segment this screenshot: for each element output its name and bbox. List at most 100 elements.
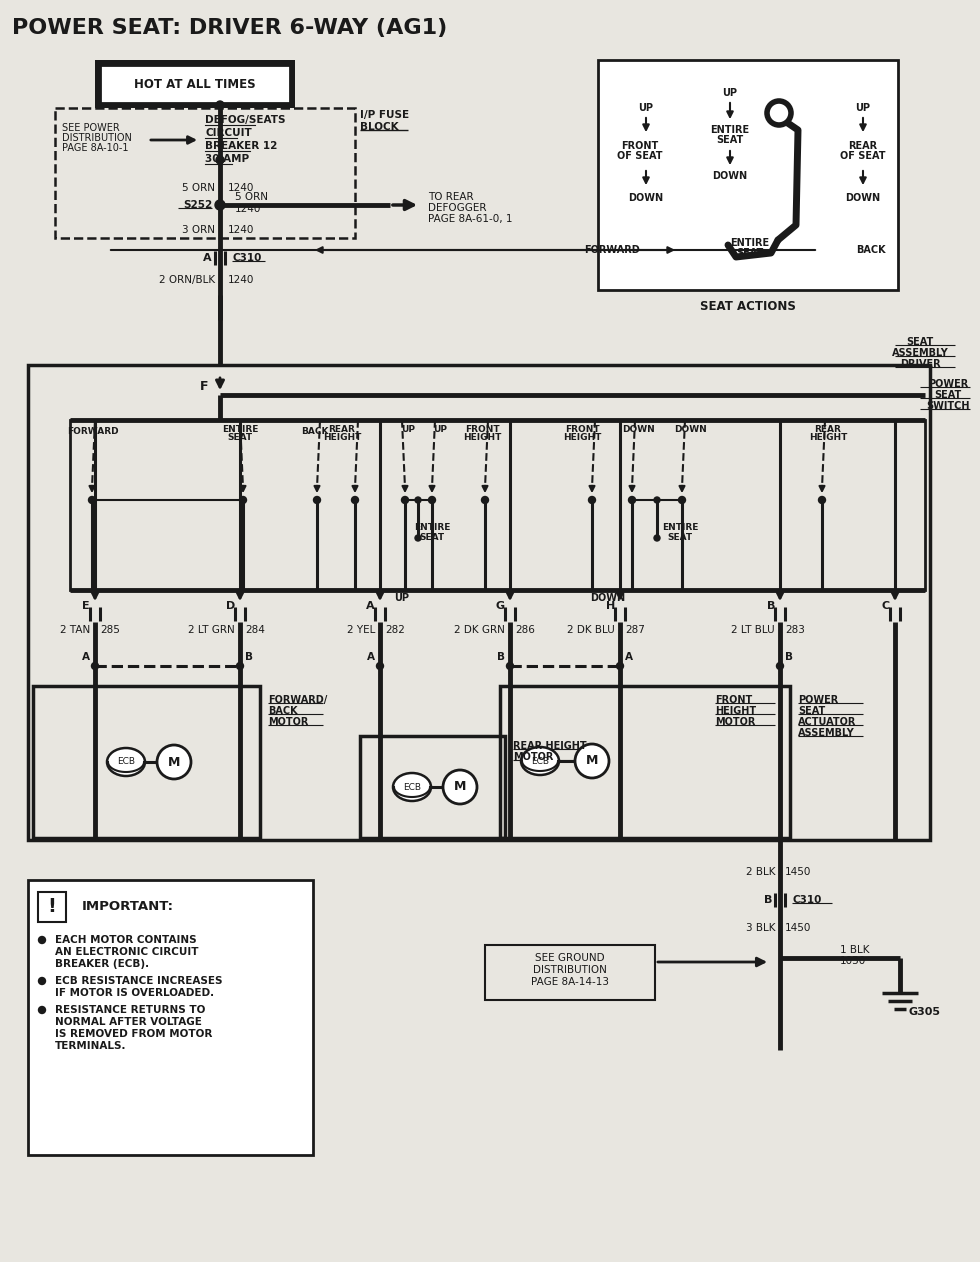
- Text: SEAT: SEAT: [736, 249, 763, 257]
- Text: POWER: POWER: [798, 695, 838, 705]
- Text: B: B: [766, 601, 775, 611]
- Circle shape: [157, 745, 191, 779]
- Text: IMPORTANT:: IMPORTANT:: [82, 901, 174, 914]
- Text: 2 DK GRN: 2 DK GRN: [454, 625, 505, 635]
- Text: FRONT: FRONT: [465, 424, 500, 434]
- Text: IF MOTOR IS OVERLOADED.: IF MOTOR IS OVERLOADED.: [55, 988, 214, 998]
- Circle shape: [776, 663, 783, 670]
- Text: UP: UP: [639, 103, 654, 114]
- Text: SEAT: SEAT: [798, 705, 825, 716]
- Text: EACH MOTOR CONTAINS: EACH MOTOR CONTAINS: [55, 935, 197, 945]
- Text: 2 LT BLU: 2 LT BLU: [731, 625, 775, 635]
- Text: DRIVER: DRIVER: [900, 358, 941, 369]
- Text: UP: UP: [395, 593, 410, 603]
- Text: 1050: 1050: [840, 957, 866, 965]
- Text: A: A: [367, 601, 375, 611]
- Text: 2 BLK: 2 BLK: [746, 867, 775, 877]
- Text: G: G: [496, 601, 505, 611]
- Circle shape: [216, 101, 224, 109]
- Circle shape: [216, 156, 224, 164]
- Bar: [100, 66, 290, 103]
- Text: UP: UP: [722, 88, 738, 98]
- Text: ECB: ECB: [403, 782, 421, 791]
- Text: PAGE 8A-10-1: PAGE 8A-10-1: [62, 143, 128, 153]
- Text: M: M: [586, 755, 598, 767]
- Text: 282: 282: [385, 625, 405, 635]
- Text: 2 LT GRN: 2 LT GRN: [188, 625, 235, 635]
- Text: DOWN: DOWN: [628, 193, 663, 203]
- Circle shape: [575, 745, 609, 777]
- Text: 30 AMP: 30 AMP: [205, 154, 249, 164]
- Text: B: B: [785, 652, 793, 663]
- Text: HEIGHT: HEIGHT: [463, 434, 501, 443]
- Circle shape: [767, 101, 791, 125]
- Text: ASSEMBLY: ASSEMBLY: [892, 348, 949, 358]
- Circle shape: [88, 496, 95, 504]
- Text: ENTIRE: ENTIRE: [414, 524, 450, 533]
- Text: 2 ORN/BLK: 2 ORN/BLK: [159, 275, 215, 285]
- Text: E: E: [82, 601, 90, 611]
- Text: SEAT: SEAT: [906, 337, 934, 347]
- Text: DEFOG/SEATS: DEFOG/SEATS: [205, 115, 285, 125]
- Text: A: A: [367, 652, 375, 663]
- Text: ENTIRE: ENTIRE: [662, 524, 698, 533]
- Text: 1450: 1450: [785, 867, 811, 877]
- Text: POWER: POWER: [928, 379, 968, 389]
- Text: F: F: [200, 380, 208, 392]
- Text: 1240: 1240: [228, 225, 255, 235]
- Text: M: M: [168, 756, 180, 769]
- Text: S252: S252: [182, 199, 212, 209]
- Text: HEIGHT: HEIGHT: [808, 434, 847, 443]
- Text: REAR: REAR: [328, 424, 356, 434]
- Circle shape: [415, 535, 421, 541]
- Bar: [70, 420, 925, 591]
- Circle shape: [507, 663, 514, 670]
- Circle shape: [654, 497, 660, 504]
- Text: IS REMOVED FROM MOTOR: IS REMOVED FROM MOTOR: [55, 1029, 213, 1039]
- Bar: [95, 61, 295, 109]
- Text: 286: 286: [515, 625, 535, 635]
- Text: FRONT: FRONT: [621, 141, 659, 151]
- Circle shape: [628, 496, 635, 504]
- Text: PAGE 8A-61-0, 1: PAGE 8A-61-0, 1: [428, 215, 513, 223]
- Text: POWER SEAT: DRIVER 6-WAY (AG1): POWER SEAT: DRIVER 6-WAY (AG1): [12, 18, 447, 38]
- Text: MOTOR: MOTOR: [513, 752, 554, 762]
- Text: A: A: [204, 252, 212, 262]
- Text: UP: UP: [856, 103, 870, 114]
- Text: H: H: [606, 601, 615, 611]
- Text: 1240: 1240: [228, 183, 255, 193]
- Text: SEAT: SEAT: [667, 534, 693, 543]
- Text: FRONT: FRONT: [715, 695, 753, 705]
- Text: 2 TAN: 2 TAN: [60, 625, 90, 635]
- Text: !: !: [48, 897, 57, 916]
- Text: MOTOR: MOTOR: [268, 717, 309, 727]
- Circle shape: [402, 496, 409, 504]
- Text: 1240: 1240: [228, 275, 255, 285]
- Text: SEAT: SEAT: [934, 390, 961, 400]
- Circle shape: [415, 497, 421, 504]
- Circle shape: [91, 663, 99, 670]
- Text: SWITCH: SWITCH: [926, 401, 970, 411]
- Text: C310: C310: [232, 252, 262, 262]
- Circle shape: [239, 496, 247, 504]
- Text: 1240: 1240: [235, 204, 262, 215]
- Circle shape: [314, 496, 320, 504]
- Text: TO REAR: TO REAR: [428, 192, 473, 202]
- Circle shape: [443, 770, 477, 804]
- Text: SEAT: SEAT: [227, 434, 253, 443]
- Text: PAGE 8A-14-13: PAGE 8A-14-13: [531, 977, 609, 987]
- Text: FORWARD/: FORWARD/: [268, 695, 327, 705]
- Text: 1450: 1450: [785, 923, 811, 933]
- Text: FRONT: FRONT: [564, 424, 600, 434]
- Text: REAR: REAR: [814, 424, 842, 434]
- Text: 3 BLK: 3 BLK: [746, 923, 775, 933]
- Text: CIRCUIT: CIRCUIT: [205, 127, 252, 138]
- Text: TERMINALS.: TERMINALS.: [55, 1041, 126, 1051]
- Circle shape: [481, 496, 488, 504]
- Text: OF SEAT: OF SEAT: [617, 151, 662, 162]
- Text: G305: G305: [908, 1007, 940, 1017]
- Circle shape: [616, 663, 623, 670]
- Text: UP: UP: [401, 424, 415, 434]
- Text: SEE GROUND: SEE GROUND: [535, 953, 605, 963]
- Ellipse shape: [393, 774, 431, 801]
